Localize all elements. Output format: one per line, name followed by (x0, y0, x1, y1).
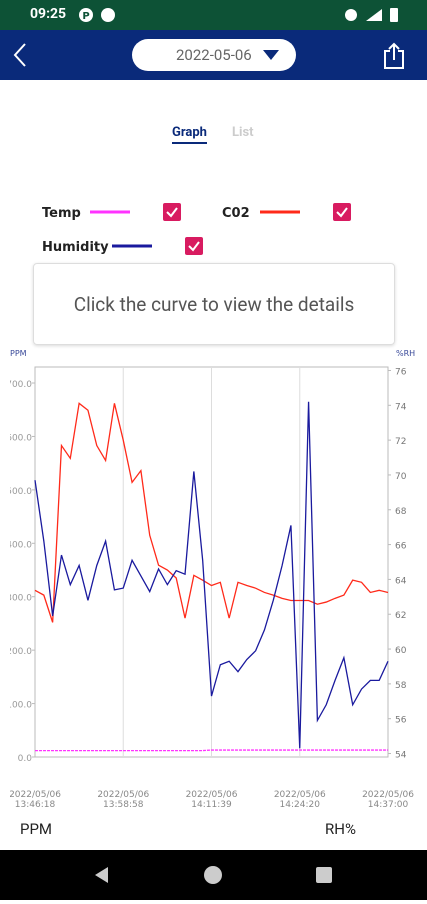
status-bar: 09:25 P (0, 0, 427, 30)
legend-label: Temp (42, 206, 81, 221)
checkbox-check (166, 207, 178, 218)
y2-tick-label: 74 (395, 402, 407, 412)
checkbox-check (188, 241, 200, 252)
checkbox-box (163, 203, 181, 221)
y-tick-label: 200.0 (10, 647, 32, 657)
legend-checkbox[interactable] (163, 203, 181, 221)
series-line (34, 401, 389, 749)
footer-left: PPM (20, 820, 53, 838)
y-tick-label: 700.0 (10, 380, 32, 390)
system-icons (345, 8, 398, 22)
x-tick-time: 14:37:00 (368, 800, 409, 810)
y2-tick-label: 62 (395, 611, 406, 621)
y-tick-label: 300.0 (10, 594, 32, 604)
y-tick-label: 400.0 (10, 540, 32, 550)
x-tick-date: 2022/05/06 (362, 790, 414, 800)
footer-right: RH% (325, 820, 356, 838)
series-line (35, 749, 388, 752)
y-tick-label: 600.0 (10, 433, 32, 443)
y2-tick-label: 72 (395, 437, 406, 447)
clock: 09:25 (30, 6, 67, 22)
right-axis-label: %RH (396, 349, 415, 358)
checkbox-check (336, 207, 348, 218)
x-tick-time: 13:46:18 (15, 800, 56, 810)
checkbox-box (333, 203, 351, 221)
x-tick-date: 2022/05/06 (97, 790, 149, 800)
x-tick-date: 2022/05/06 (274, 790, 326, 800)
tab-list[interactable]: List (232, 125, 254, 140)
legend-checkbox[interactable] (185, 237, 203, 255)
nav-buttons (95, 866, 332, 884)
x-tick-time: 13:58:58 (103, 800, 144, 810)
y2-tick-label: 76 (395, 367, 407, 377)
checkbox-box (185, 237, 203, 255)
date-text: 2022-05-06 (176, 46, 252, 64)
app-bar: 2022-05-06 (0, 30, 427, 80)
legend-label: Humidity (42, 240, 109, 255)
y2-tick-label: 58 (395, 681, 407, 691)
date-picker[interactable]: 2022-05-06 (132, 39, 296, 71)
y2-tick-label: 56 (395, 716, 407, 726)
dropdown-arrow (263, 50, 279, 60)
plot: PPM %RH 0.0 100.0 200.0 300.0 400.0 500.0 600.0 7… (10, 349, 415, 810)
legend-checkbox[interactable] (333, 203, 351, 221)
status-icons: P (79, 8, 115, 22)
y2-tick-label: 60 (395, 646, 407, 656)
legend: Temp C02 Humidity (42, 203, 351, 255)
series-line (34, 402, 389, 623)
back-button[interactable] (10, 42, 30, 68)
x-tick-time: 14:11:39 (191, 800, 232, 810)
left-axis-label: PPM (10, 349, 27, 358)
legend-label: C02 (222, 206, 250, 221)
x-tick-time: 14:24:20 (280, 800, 321, 810)
chart: PPM %RH 0.0 100.0 200.0 300.0 400.0 500.0 600.0 7… (10, 349, 415, 810)
tab-graph[interactable]: Graph (172, 125, 207, 144)
share-button[interactable] (382, 42, 406, 70)
x-tick-date: 2022/05/06 (186, 790, 238, 800)
x-tick-date: 2022/05/06 (10, 790, 61, 800)
y-tick-label: 100.0 (10, 701, 32, 711)
y2-tick-label: 66 (395, 542, 407, 552)
y-tick-label: 0.0 (18, 754, 33, 764)
y2-tick-label: 54 (395, 751, 407, 761)
svg-text:P: P (82, 11, 89, 22)
y-tick-label: 500.0 (10, 487, 32, 497)
nav-bar (0, 850, 427, 900)
y2-tick-label: 68 (395, 507, 407, 517)
hint-box: Click the curve to view the details (33, 263, 395, 345)
y2-tick-label: 70 (395, 472, 407, 482)
y2-tick-label: 64 (395, 576, 407, 586)
